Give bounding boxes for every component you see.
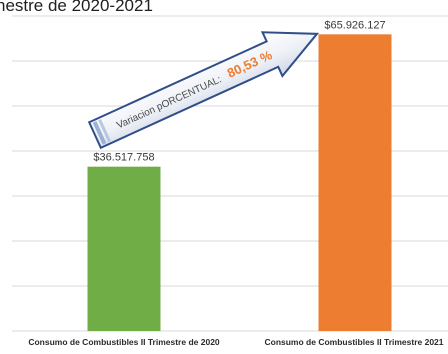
labels-group: $36.517.758 Consumo de Combustibles II Tr…: [28, 19, 443, 347]
chart-title: nestre de 2020-2021: [0, 0, 153, 15]
svg-text:Variacion pORCENTUAL: 80: Variacion pORCENTUAL: 80,53 %: [113, 46, 275, 132]
bar-2021: [318, 34, 392, 331]
data-label-2021: $65.926.127: [324, 19, 385, 31]
gridlines: [12, 15, 448, 332]
data-label-2020: $36.517.758: [93, 152, 154, 164]
bars-group: [87, 34, 392, 331]
category-label-2021: Consumo de Combustibles II Trimestre 202…: [264, 337, 443, 347]
arrow-tail-stripe: [98, 119, 111, 143]
arrow-tail-stripe: [92, 121, 107, 145]
arrow-shape: [87, 31, 320, 150]
category-label-2020: Consumo de Combustibles II Trimestre de …: [28, 337, 220, 347]
bar-2020: [87, 166, 161, 331]
percent-change-arrow: Variacion pORCENTUAL: 80,53 %: [87, 31, 320, 150]
